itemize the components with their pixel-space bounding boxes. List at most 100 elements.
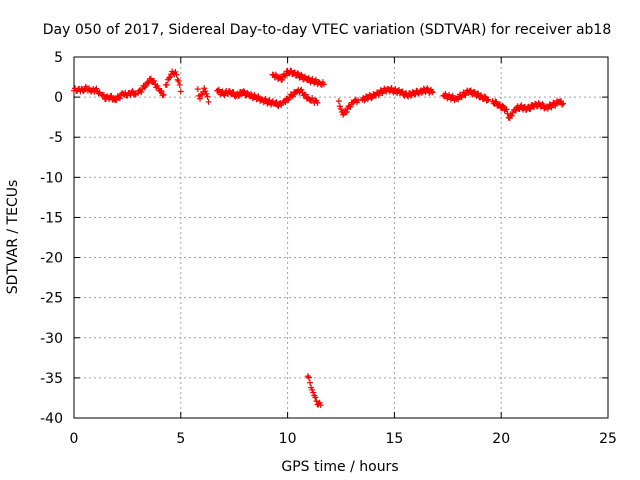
data-point	[241, 89, 248, 96]
data-point	[215, 86, 222, 93]
data-point	[355, 97, 362, 104]
data-point	[305, 374, 312, 381]
y-tick-label: 5	[54, 50, 63, 66]
data-point	[147, 75, 154, 82]
data-point	[166, 75, 173, 82]
data-point	[314, 99, 321, 106]
data-point	[151, 77, 158, 84]
data-points	[71, 67, 567, 409]
data-point	[560, 100, 567, 107]
data-point	[163, 81, 170, 88]
data-point	[108, 92, 115, 99]
data-point	[294, 70, 301, 77]
data-segment	[194, 85, 212, 105]
x-tick-label: 0	[70, 431, 79, 447]
data-point	[95, 90, 102, 97]
data-point	[361, 97, 368, 104]
data-point	[138, 88, 145, 95]
x-tick-label: 25	[599, 431, 617, 447]
data-point	[174, 76, 181, 83]
data-point	[320, 81, 327, 88]
data-segment	[269, 67, 327, 88]
data-point	[240, 88, 247, 95]
y-tick-label: -10	[40, 170, 63, 186]
data-point	[194, 86, 201, 93]
plot-border	[73, 56, 609, 419]
y-tick-label: -30	[40, 331, 63, 347]
data-point	[99, 92, 106, 99]
y-tick-label: 0	[54, 90, 63, 106]
x-tick-label: 5	[176, 431, 185, 447]
chart-title: Day 050 of 2017, Sidereal Day-to-day VTE…	[43, 22, 612, 38]
y-tick-label: -20	[40, 251, 63, 267]
data-point	[481, 93, 488, 100]
data-point	[317, 402, 324, 409]
data-point	[173, 71, 180, 78]
y-tick-label: -5	[49, 130, 63, 146]
data-segment	[335, 96, 362, 118]
data-point	[298, 86, 305, 93]
data-segment	[98, 87, 139, 103]
data-point	[455, 96, 462, 103]
data-point	[197, 95, 204, 102]
y-tick-label: -40	[40, 411, 63, 427]
data-point	[177, 88, 184, 95]
data-point	[313, 398, 320, 405]
data-point	[129, 87, 136, 94]
data-point	[291, 69, 298, 76]
data-segment	[489, 97, 567, 121]
data-point	[201, 85, 208, 92]
data-point	[116, 95, 123, 102]
data-segment	[71, 83, 103, 97]
data-point	[411, 91, 418, 98]
data-point	[230, 89, 237, 96]
data-point	[496, 101, 503, 108]
data-point	[503, 106, 510, 113]
y-axis-label: SDTVAR / TECUs	[5, 180, 21, 295]
data-point	[167, 74, 174, 81]
data-point	[202, 88, 209, 95]
data-point	[499, 102, 506, 109]
data-point	[205, 98, 212, 105]
data-point	[203, 90, 210, 97]
data-point	[309, 386, 316, 393]
data-point	[288, 92, 295, 99]
x-tick-label: 10	[279, 431, 297, 447]
data-segment	[214, 86, 285, 110]
data-point	[279, 77, 286, 84]
data-point	[310, 389, 317, 396]
data-point	[508, 112, 515, 119]
data-point	[484, 97, 491, 104]
data-segment	[162, 68, 184, 95]
data-point	[176, 81, 183, 88]
data-segment	[135, 75, 167, 99]
data-point	[307, 379, 314, 386]
data-point	[302, 91, 309, 98]
data-point	[428, 88, 435, 95]
data-point	[368, 95, 375, 102]
data-point	[429, 89, 436, 96]
data-point	[527, 105, 534, 112]
x-axis-label: GPS time / hours	[281, 459, 398, 475]
data-point	[141, 84, 148, 91]
y-tick-label: -15	[40, 210, 63, 226]
y-tick-label: -25	[40, 291, 63, 307]
data-point	[475, 90, 482, 97]
x-tick-label: 20	[492, 431, 510, 447]
data-point	[336, 103, 343, 110]
data-point	[93, 85, 100, 92]
data-point	[304, 373, 311, 380]
data-segment	[440, 87, 492, 104]
data-point	[559, 101, 566, 108]
data-point	[142, 83, 149, 90]
data-point	[154, 82, 161, 89]
axis-ticks: 0 5 10 15 20 25 5 0 -5 -10 -15 -20 -25 -30 -35 -40	[40, 50, 617, 447]
data-point	[278, 102, 285, 109]
data-point	[175, 78, 182, 85]
data-point	[100, 91, 107, 98]
data-point	[236, 92, 243, 99]
data-point	[388, 85, 395, 92]
data-point	[343, 109, 350, 116]
